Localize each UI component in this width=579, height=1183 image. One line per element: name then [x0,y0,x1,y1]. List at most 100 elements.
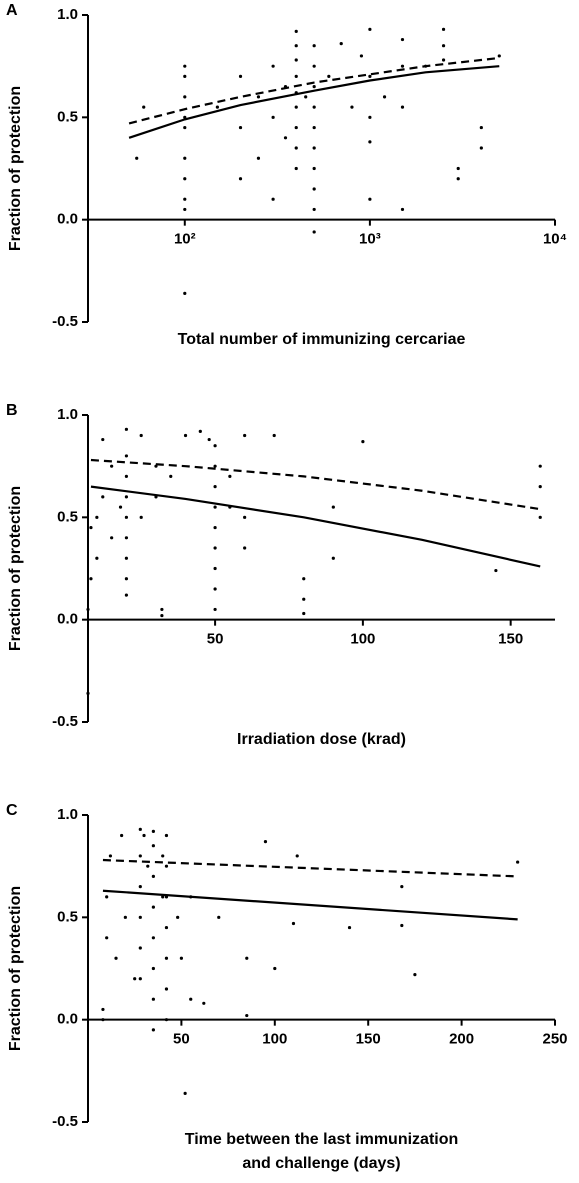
point [118,505,123,509]
point [494,568,498,573]
point [86,607,90,612]
point [302,611,306,616]
point [400,37,405,42]
point [213,464,217,468]
point [312,64,316,68]
point [183,177,187,181]
point [312,166,316,171]
point [213,525,217,530]
point [243,433,247,438]
point [160,607,164,612]
point [164,987,169,991]
point [400,885,404,889]
point [135,156,139,160]
point [139,433,143,438]
x-tick-label: 200 [449,1031,474,1048]
point [331,556,335,560]
y-axis-label: Fraction of protection [7,486,24,651]
y-tick-label: 0.0 [57,611,78,628]
point [294,29,298,33]
point [164,833,169,838]
point [538,485,542,489]
point [124,495,129,499]
point [110,464,114,468]
point [151,966,155,971]
point [294,58,298,62]
fit-line [128,56,500,125]
point [400,105,405,109]
point [516,860,520,864]
point [183,74,187,78]
point [114,956,118,960]
point [183,433,188,438]
point [368,115,372,119]
point [151,829,155,833]
point [312,207,316,212]
point [538,515,542,519]
y-tick-label: 1.0 [57,806,78,823]
fit-line [128,65,500,139]
point [124,577,129,581]
point [183,291,187,295]
x-axis-label: Irradiation dose (krad) [237,731,406,748]
point [151,874,155,879]
fit-line [102,858,518,878]
point [441,58,446,62]
point [213,505,217,509]
point [142,833,146,838]
point [294,105,298,109]
point [294,146,298,150]
y-tick-label: -0.5 [52,1113,78,1130]
point [161,895,165,899]
point [302,577,306,581]
point [183,95,187,99]
x-tick-label: 50 [173,1031,190,1048]
point [213,566,217,571]
point [361,440,365,444]
point [400,923,404,928]
point [413,973,417,977]
point [271,115,275,119]
x-tick-label: 10² [174,231,196,248]
point [164,925,169,930]
point [183,64,187,68]
point [312,146,316,150]
point [207,437,211,442]
point [105,895,109,899]
point [291,921,296,926]
point [151,936,155,940]
x-tick-label: 150 [356,1031,381,1048]
y-tick-label: -0.5 [52,313,78,330]
x-axis-label: Time between the last immunization [185,1131,459,1148]
point [139,515,143,519]
point [479,146,483,150]
point [294,74,298,78]
point [124,515,129,519]
point [213,587,217,591]
point [202,1001,206,1005]
point [312,230,316,234]
point [138,827,142,831]
point [213,485,217,489]
point [238,74,243,78]
point [368,74,372,78]
point [164,1018,169,1022]
point [312,85,316,89]
point [479,125,483,130]
y-tick-label: 1.0 [57,6,78,23]
point [133,977,137,981]
panel-label: A [6,2,18,19]
point [146,864,150,868]
x-tick-label: 250 [542,1031,567,1048]
point [176,915,180,919]
x-tick-label: 100 [262,1031,287,1048]
point [161,854,165,858]
point [164,864,169,868]
point [256,95,261,99]
point [95,556,99,560]
x-tick-label: 10⁴ [543,231,567,248]
y-tick-label: 0.5 [57,108,78,125]
point [101,1007,105,1012]
x-tick-label: 10³ [359,231,381,248]
